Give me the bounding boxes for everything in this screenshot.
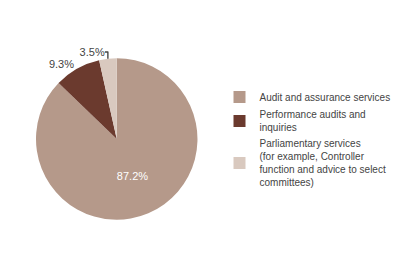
- svg-text:87.2%: 87.2%: [117, 170, 148, 182]
- svg-text:Audit and assurance services: Audit and assurance services: [260, 92, 391, 103]
- svg-text:9.3%: 9.3%: [49, 58, 74, 70]
- svg-text:3.5%: 3.5%: [80, 46, 105, 58]
- svg-text:Parliamentary services(for exa: Parliamentary services(for example, Cont…: [260, 138, 386, 188]
- svg-text:Performance audits andinquirie: Performance audits andinquiries: [260, 109, 366, 133]
